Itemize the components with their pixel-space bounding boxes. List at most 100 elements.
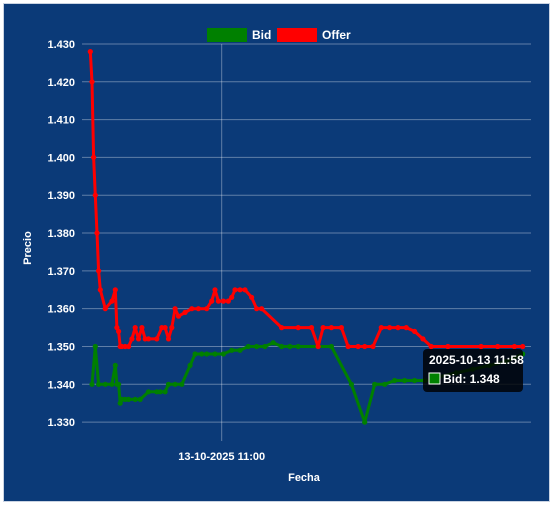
data-point-offer[interactable] bbox=[212, 287, 218, 293]
data-point-offer[interactable] bbox=[109, 298, 115, 304]
data-point-bid[interactable] bbox=[328, 343, 334, 350]
data-point-offer[interactable] bbox=[420, 336, 426, 342]
data-point-offer[interactable] bbox=[189, 306, 195, 312]
data-point-bid[interactable] bbox=[157, 389, 163, 395]
data-point-bid[interactable] bbox=[212, 351, 218, 357]
legend-item-offer[interactable]: Offer bbox=[277, 28, 351, 42]
data-point-bid[interactable] bbox=[348, 381, 354, 387]
data-point-offer[interactable] bbox=[172, 306, 178, 312]
data-point-offer[interactable] bbox=[403, 325, 409, 331]
data-point-bid[interactable] bbox=[392, 377, 398, 384]
data-point-bid[interactable] bbox=[109, 381, 115, 387]
data-point-offer[interactable] bbox=[129, 336, 135, 342]
data-point-offer[interactable] bbox=[254, 306, 260, 312]
data-point-offer[interactable] bbox=[328, 325, 334, 331]
data-point-offer[interactable] bbox=[162, 325, 168, 331]
data-point-bid[interactable] bbox=[187, 362, 193, 368]
data-point-bid[interactable] bbox=[220, 351, 226, 357]
data-point-offer[interactable] bbox=[229, 294, 235, 300]
data-point-offer[interactable] bbox=[89, 79, 95, 85]
data-point-offer[interactable] bbox=[96, 268, 102, 274]
data-point-offer[interactable] bbox=[102, 306, 108, 312]
data-point-offer[interactable] bbox=[195, 306, 201, 312]
data-point-bid[interactable] bbox=[362, 419, 368, 425]
data-point-bid[interactable] bbox=[162, 389, 168, 395]
data-point-bid[interactable] bbox=[116, 381, 122, 387]
data-point-offer[interactable] bbox=[91, 154, 97, 160]
data-point-bid[interactable] bbox=[279, 343, 285, 350]
data-point-offer[interactable] bbox=[232, 287, 238, 293]
data-point-offer[interactable] bbox=[182, 309, 188, 315]
data-point-offer[interactable] bbox=[242, 287, 248, 293]
data-point-offer[interactable] bbox=[320, 325, 326, 331]
data-point-bid[interactable] bbox=[132, 396, 138, 402]
data-point-bid[interactable] bbox=[254, 343, 260, 350]
data-point-bid[interactable] bbox=[165, 381, 172, 387]
data-point-bid[interactable] bbox=[92, 343, 98, 350]
data-point-bid[interactable] bbox=[112, 362, 118, 368]
data-point-bid[interactable] bbox=[126, 396, 132, 402]
data-point-offer[interactable] bbox=[355, 343, 361, 350]
data-point-offer[interactable] bbox=[145, 336, 152, 342]
data-point-offer[interactable] bbox=[370, 343, 376, 350]
data-point-bid[interactable] bbox=[204, 351, 210, 357]
data-point-offer[interactable] bbox=[87, 49, 93, 55]
data-point-offer[interactable] bbox=[520, 343, 526, 350]
data-point-offer[interactable] bbox=[126, 343, 132, 350]
data-point-offer[interactable] bbox=[412, 328, 418, 334]
data-point-offer[interactable] bbox=[169, 325, 175, 331]
data-point-offer[interactable] bbox=[92, 192, 98, 198]
data-point-offer[interactable] bbox=[259, 306, 265, 312]
data-point-bid[interactable] bbox=[96, 381, 102, 387]
data-point-offer[interactable] bbox=[338, 325, 344, 331]
data-point-offer[interactable] bbox=[395, 325, 401, 331]
legend-item-bid[interactable]: Bid bbox=[207, 28, 271, 42]
data-point-bid[interactable] bbox=[237, 347, 243, 353]
data-point-offer[interactable] bbox=[237, 287, 243, 293]
data-point-offer[interactable] bbox=[478, 343, 484, 350]
data-point-bid[interactable] bbox=[192, 351, 198, 357]
data-point-bid[interactable] bbox=[199, 351, 205, 357]
data-point-bid[interactable] bbox=[245, 343, 251, 350]
data-point-bid[interactable] bbox=[137, 396, 143, 402]
data-point-offer[interactable] bbox=[308, 325, 315, 331]
data-point-offer[interactable] bbox=[295, 325, 301, 331]
data-point-offer[interactable] bbox=[345, 343, 351, 350]
data-point-bid[interactable] bbox=[287, 343, 293, 350]
data-point-bid[interactable] bbox=[270, 340, 276, 346]
data-point-bid[interactable] bbox=[179, 381, 185, 387]
data-point-offer[interactable] bbox=[445, 343, 451, 350]
data-point-bid[interactable] bbox=[172, 381, 178, 387]
data-point-offer[interactable] bbox=[209, 298, 215, 304]
data-point-offer[interactable] bbox=[97, 287, 103, 293]
data-point-offer[interactable] bbox=[249, 294, 255, 300]
data-point-offer[interactable] bbox=[215, 298, 221, 304]
data-point-bid[interactable] bbox=[145, 389, 152, 395]
data-point-offer[interactable] bbox=[139, 325, 145, 331]
data-point-offer[interactable] bbox=[175, 313, 182, 319]
data-point-bid[interactable] bbox=[412, 377, 418, 384]
data-point-bid[interactable] bbox=[102, 381, 108, 387]
data-point-offer[interactable] bbox=[428, 343, 434, 350]
data-point-offer[interactable] bbox=[165, 336, 172, 342]
data-point-offer[interactable] bbox=[154, 336, 160, 342]
data-point-bid[interactable] bbox=[89, 381, 95, 387]
data-point-offer[interactable] bbox=[112, 287, 118, 293]
data-point-offer[interactable] bbox=[511, 343, 517, 350]
data-point-offer[interactable] bbox=[279, 325, 285, 331]
data-point-offer[interactable] bbox=[362, 343, 368, 350]
data-point-offer[interactable] bbox=[135, 336, 142, 342]
data-point-offer[interactable] bbox=[378, 325, 384, 331]
data-point-bid[interactable] bbox=[372, 381, 378, 387]
data-point-bid[interactable] bbox=[295, 343, 301, 350]
data-point-offer[interactable] bbox=[495, 343, 501, 350]
data-point-bid[interactable] bbox=[262, 343, 268, 350]
data-point-offer[interactable] bbox=[116, 328, 122, 334]
data-point-offer[interactable] bbox=[387, 325, 393, 331]
data-point-bid[interactable] bbox=[229, 347, 235, 353]
data-point-offer[interactable] bbox=[132, 325, 138, 331]
data-point-offer[interactable] bbox=[225, 298, 231, 304]
legend[interactable]: Bid Offer bbox=[207, 28, 351, 42]
data-point-bid[interactable] bbox=[382, 381, 388, 387]
data-point-offer[interactable] bbox=[220, 298, 226, 304]
